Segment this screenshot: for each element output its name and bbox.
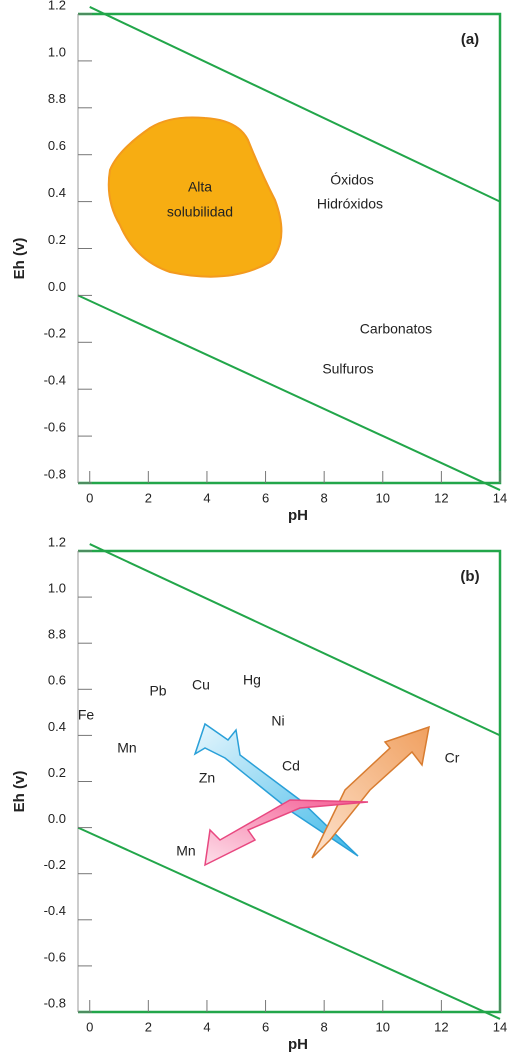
x-tick-label: 14 [493, 490, 507, 505]
annotation: Hg [243, 672, 261, 688]
x-axis-label: pH [288, 507, 308, 524]
x-tick-label: 0 [86, 490, 93, 505]
x-tick-label: 0 [86, 1019, 93, 1034]
boundary-line [89, 543, 501, 737]
x-tick-label: 8 [321, 1019, 328, 1034]
y-tick-label: 1.2 [48, 534, 66, 549]
x-tick-label: 2 [145, 1019, 152, 1034]
y-tick-label: 0.6 [48, 138, 66, 153]
x-tick-label: 14 [493, 1019, 507, 1034]
x-tick-label: 12 [434, 1019, 448, 1034]
y-tick-label: 0.4 [48, 719, 66, 734]
x-tick-label: 4 [203, 1019, 210, 1034]
annotation: Mn [117, 740, 136, 756]
annotation: Cd [282, 758, 300, 774]
x-tick-label: 6 [262, 490, 269, 505]
annotation: Óxidos [330, 172, 374, 188]
y-tick-label: 8.8 [48, 91, 66, 106]
boundary-line [89, 6, 501, 203]
annotation: Sulfuros [322, 361, 373, 377]
annotation: Alta [188, 179, 212, 195]
y-tick-label: 1.2 [48, 0, 66, 12]
y-tick-label: 0.6 [48, 673, 66, 688]
y-tick-label: 1.0 [48, 581, 66, 596]
panel-label: (b) [460, 568, 479, 585]
x-tick-label: 12 [434, 490, 448, 505]
orange-arrow [311, 725, 430, 859]
y-tick-label: -0.6 [44, 420, 66, 435]
x-tick-label: 2 [145, 490, 152, 505]
annotation: solubilidad [167, 204, 233, 220]
y-tick-label: -0.4 [44, 903, 66, 918]
panel-label: (a) [461, 31, 479, 48]
y-tick-label: 0.4 [48, 185, 66, 200]
blue-arrow [193, 722, 359, 857]
x-axis-label: pH [288, 1036, 308, 1053]
y-tick-label: -0.8 [44, 466, 66, 481]
y-tick-label: 8.8 [48, 627, 66, 642]
frame [78, 12, 502, 485]
annotation: Ni [271, 713, 284, 729]
x-tick-label: 10 [376, 1019, 390, 1034]
x-tick-label: 6 [262, 1019, 269, 1034]
y-tick-label: 0.0 [48, 811, 66, 826]
y-tick-label: 1.0 [48, 44, 66, 59]
y-tick-label: -0.6 [44, 949, 66, 964]
annotation: Cu [192, 677, 210, 693]
x-tick-label: 8 [321, 490, 328, 505]
boundary-line [77, 294, 501, 491]
pink-arrow [204, 799, 369, 867]
frame [78, 549, 502, 1014]
y-tick-label: -0.8 [44, 995, 66, 1010]
annotation: Carbonatos [360, 321, 432, 337]
high-solubility-region [107, 116, 283, 278]
y-tick-label: 0.2 [48, 232, 66, 247]
y-tick-label: -0.4 [44, 373, 66, 388]
annotation: Hidróxidos [317, 196, 383, 212]
y-tick-label: 0.0 [48, 279, 66, 294]
y-tick-label: -0.2 [44, 326, 66, 341]
x-tick-label: 10 [376, 490, 390, 505]
y-tick-label: -0.2 [44, 857, 66, 872]
annotation: Pb [149, 683, 166, 699]
annotation: Fe [78, 707, 95, 723]
annotation: Zn [199, 770, 215, 786]
annotation: Mn [176, 843, 195, 859]
boundary-line [77, 826, 501, 1020]
y-axis-label: Eh (v) [11, 771, 28, 813]
annotation: Cr [445, 750, 460, 766]
x-tick-label: 4 [203, 490, 210, 505]
y-tick-label: 0.2 [48, 765, 66, 780]
y-axis-label: Eh (v) [11, 238, 28, 280]
